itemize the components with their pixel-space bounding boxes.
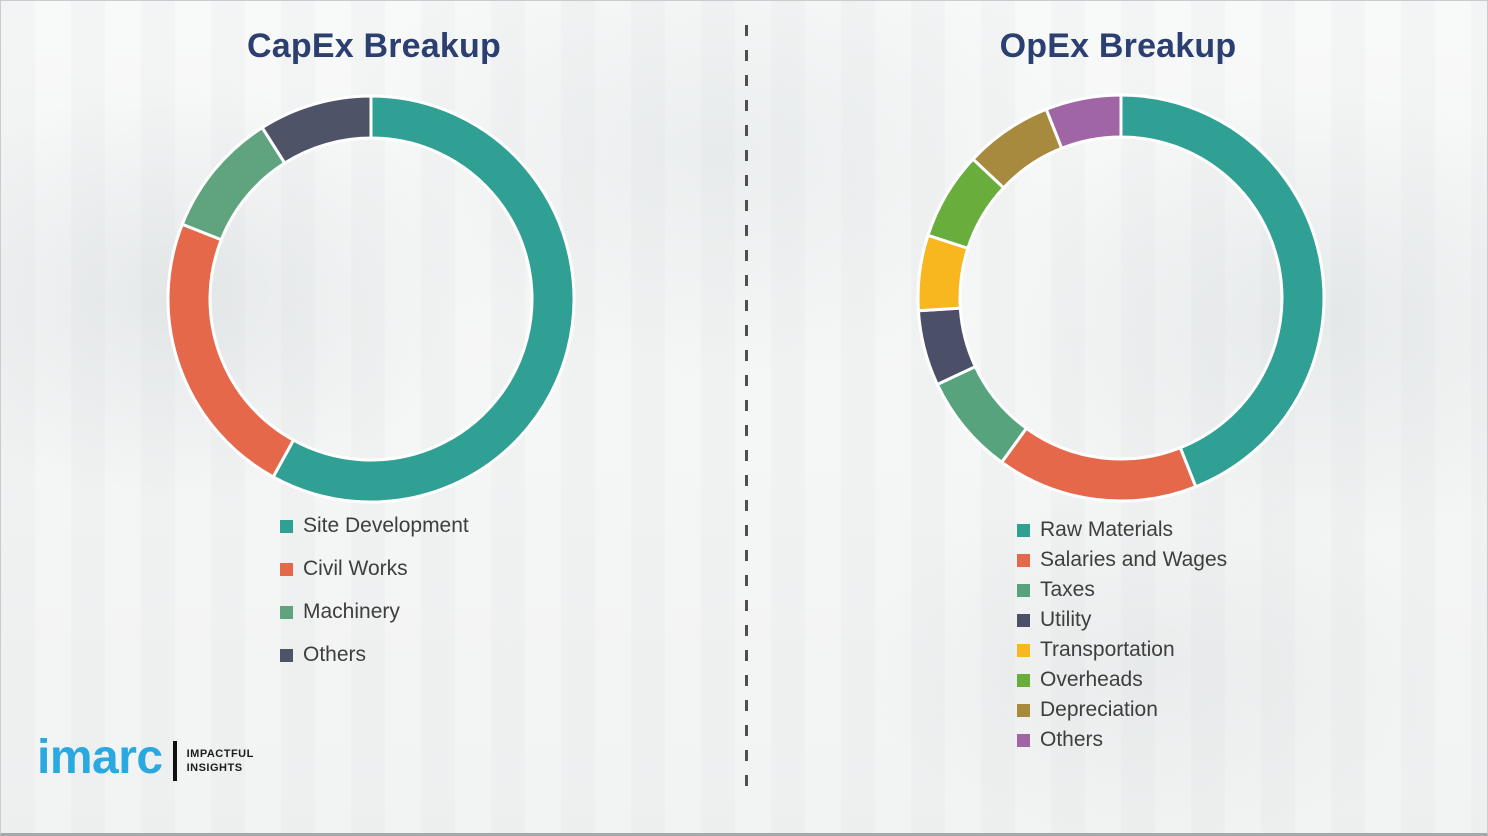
legend-label: Machinery xyxy=(303,600,400,623)
donut-segment-others xyxy=(1044,93,1123,151)
legend-swatch xyxy=(1017,553,1030,567)
legend-item: Others xyxy=(280,642,469,668)
legend-item: Salaries and Wages xyxy=(1017,547,1227,573)
legend-item: Machinery xyxy=(280,599,469,625)
logo-tagline-line1: IMPACTFUL xyxy=(186,747,254,760)
dashed-divider-line xyxy=(745,25,748,791)
legend-label: Salaries and Wages xyxy=(1040,548,1228,571)
donut-segment-raw-materials xyxy=(1119,93,1326,489)
capex-donut-chart xyxy=(166,94,576,504)
legend-swatch xyxy=(280,562,293,576)
logo-tagline-line2: INSIGHTS xyxy=(186,762,243,774)
capex-chart-title: CapEx Breakup xyxy=(247,27,501,65)
legend-item: Civil Works xyxy=(280,556,469,582)
legend-label: Depreciation xyxy=(1040,698,1158,721)
opex-donut-chart xyxy=(916,93,1326,503)
legend-label: Site Development xyxy=(303,514,469,537)
imarc-logo: imarc IMPACTFUL INSIGHTS xyxy=(37,734,254,782)
legend-swatch xyxy=(1017,523,1030,537)
donut-segment-civil-works xyxy=(166,222,296,479)
donut-segment-site-development xyxy=(271,94,576,504)
legend-swatch xyxy=(280,605,293,619)
legend-label: Raw Materials xyxy=(1040,518,1174,541)
donut-segment-taxes xyxy=(935,364,1029,465)
legend-item: Utility xyxy=(1017,607,1227,633)
opex-legend: Raw Materials Salaries and Wages Taxes Util… xyxy=(1017,517,1227,757)
donut-segment-salaries-and-wages xyxy=(999,426,1198,503)
legend-label: Overheads xyxy=(1040,668,1143,691)
legend-item: Transportation xyxy=(1017,637,1227,663)
legend-swatch xyxy=(1017,613,1030,627)
legend-label: Transportation xyxy=(1040,638,1175,661)
logo-divider-bar xyxy=(172,741,177,781)
legend-label: Taxes xyxy=(1040,578,1095,601)
legend-swatch xyxy=(280,648,293,662)
legend-item: Raw Materials xyxy=(1017,517,1227,543)
legend-label: Civil Works xyxy=(303,557,408,580)
capex-legend: Site Development Civil Works Machinery Othe… xyxy=(280,513,469,685)
legend-swatch xyxy=(1017,703,1030,717)
donut-segment-others xyxy=(260,94,373,166)
opex-chart-title: OpEx Breakup xyxy=(999,27,1237,65)
legend-item: Overheads xyxy=(1017,667,1227,693)
legend-label: Utility xyxy=(1040,608,1092,631)
legend-swatch xyxy=(1017,643,1030,657)
logo-tagline: IMPACTFUL INSIGHTS xyxy=(187,747,254,776)
legend-swatch xyxy=(280,519,293,533)
legend-label: Others xyxy=(1040,728,1104,751)
legend-swatch xyxy=(1017,673,1030,687)
legend-item: Taxes xyxy=(1017,577,1227,603)
legend-swatch xyxy=(1017,733,1030,747)
legend-swatch xyxy=(1017,583,1030,597)
legend-item: Others xyxy=(1017,727,1227,753)
legend-label: Others xyxy=(303,643,367,666)
legend-item: Site Development xyxy=(280,513,469,539)
imarc-logo-text: imarc xyxy=(37,731,163,784)
legend-item: Depreciation xyxy=(1017,697,1227,723)
donut-segment-machinery xyxy=(180,125,287,242)
